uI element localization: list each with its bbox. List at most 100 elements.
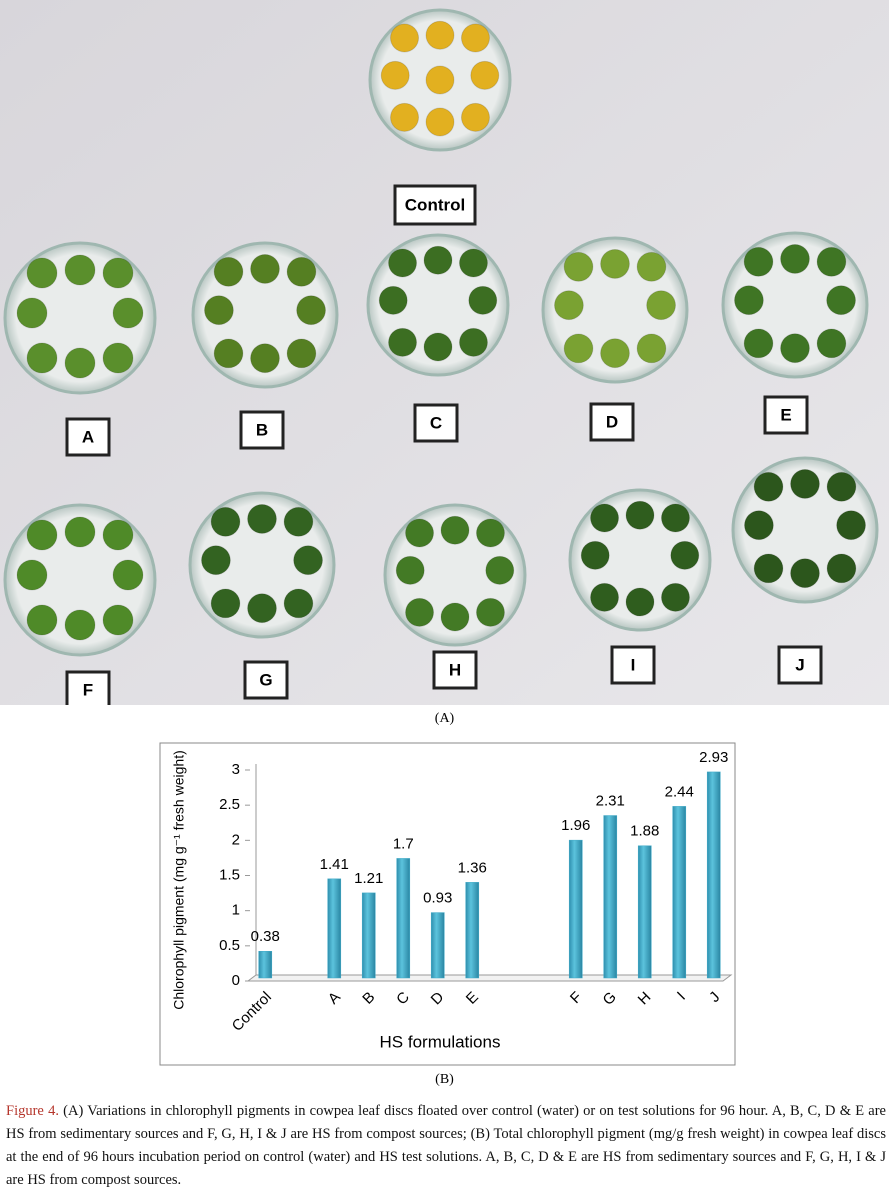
leaf-disc [826,285,856,316]
x-axis-title: HS formulations [380,1032,501,1051]
leaf-disc [388,248,418,278]
label-box [239,410,285,450]
data-label: 1.88 [630,823,659,840]
leaf-disc [460,23,490,53]
leaf-disc [283,506,314,537]
leaf-disc [475,597,505,627]
dish-label: A [82,427,94,446]
y-tick-label: 0.5 [219,937,240,954]
y-tick-label: 0 [232,972,240,989]
leaf-disc [744,510,774,541]
leaf-disc [16,297,48,329]
leaf-disc [64,609,96,641]
y-tick-label: 1.5 [219,866,240,883]
label-box [393,184,477,226]
label-box [413,403,459,443]
leaf-disc [102,519,134,551]
label-box [777,645,823,685]
caption-text: (A) Variations in chlorophyll pigments i… [6,1103,886,1188]
data-label: 0.93 [423,890,452,907]
leaf-disc [743,328,774,359]
bar [327,878,342,979]
leaf-disc [580,540,610,570]
leaf-disc [425,65,455,95]
leaf-disc [425,107,455,137]
leaf-disc [247,504,277,534]
leaf-disc [625,587,655,617]
leaf-disc [247,593,277,624]
leaf-disc [102,604,134,636]
leaf-disc [816,328,847,359]
chart: 00.511.522.53Control0.38A1.41B1.21C1.7D0… [159,742,736,1066]
leaf-disc [563,251,594,282]
bar [706,771,721,979]
label-box [243,660,289,700]
bar [430,912,445,979]
leaf-disc [790,469,820,499]
leaf-disc [646,290,676,321]
dish-label: H [449,660,461,679]
leaf-disc [780,244,810,274]
leaf-disc [405,597,435,627]
dish-label: G [259,670,272,689]
photo: Control A B C D E F G H I J [0,0,889,705]
leaf-disc [64,347,96,379]
bar [258,951,273,979]
leaf-disc [26,257,58,289]
label-box [65,670,111,705]
leaf-disc [475,518,505,548]
leaf-disc [660,582,690,612]
bar [396,858,411,979]
leaf-disc [625,500,655,530]
label-box [65,417,111,457]
leaf-disc [423,332,453,362]
dish-label: D [606,412,618,431]
leaf-disc [423,245,453,275]
axis-floor [246,974,733,982]
bar [568,839,583,979]
caption: Figure 4. (A) Variations in chlorophyll … [6,1100,886,1192]
leaf-disc [286,256,317,287]
data-label: 2.93 [699,749,728,766]
leaf-disc [468,285,498,315]
leaf-disc [395,555,425,585]
leaf-disc [405,518,435,548]
leaf-disc [836,510,866,541]
leaf-disc [458,248,488,278]
leaf-disc [250,254,280,284]
leaf-disc [790,558,820,589]
leaf-disc [378,285,408,315]
bar [603,815,618,979]
leaf-disc [210,588,241,619]
leaf-disc [470,60,500,90]
leaf-disc [296,295,326,326]
leaf-disc [64,516,96,548]
leaf-disc [112,297,144,329]
label-box [763,395,809,435]
dish-label: B [256,420,268,439]
leaf-disc [26,604,58,636]
leaf-disc [112,559,144,591]
leaf-disc [26,519,58,551]
leaf-disc [460,102,490,132]
leaf-disc [600,249,630,279]
leaf-disc [213,256,244,287]
dish-label: I [631,655,636,674]
data-label: 1.96 [561,817,590,834]
bar [637,845,652,979]
leaf-disc [734,285,764,316]
leaf-disc [743,246,774,277]
leaf-disc [380,60,410,90]
leaf-disc [390,102,420,132]
y-tick-label: 1 [232,902,240,919]
leaf-disc [213,338,244,369]
data-label: 1.7 [393,835,414,852]
leaf-disc [753,553,784,584]
leaf-disc [102,342,134,374]
label-box [589,402,635,442]
leaf-disc [826,471,857,502]
panel-label: (B) [435,1072,454,1087]
dish-label: C [430,413,442,432]
data-label: 0.38 [251,928,280,945]
